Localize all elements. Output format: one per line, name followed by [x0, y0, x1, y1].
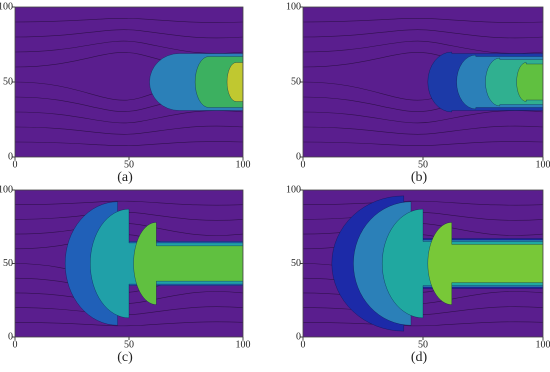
contour-line — [303, 200, 543, 206]
contour-line — [15, 18, 243, 23]
x-tick-label: 0 — [301, 339, 306, 350]
x-tick-label: 50 — [418, 339, 428, 350]
contour-line — [15, 306, 243, 316]
y-tick-label: 0 — [8, 151, 13, 162]
x-tick-label: 100 — [536, 159, 550, 170]
contour-line — [303, 18, 543, 23]
x-tick-label: 0 — [13, 159, 18, 170]
x-tick-label: 50 — [124, 159, 134, 170]
contour-plot — [303, 190, 543, 337]
y-tick-label: 0 — [296, 151, 301, 162]
plume-layer — [133, 222, 243, 305]
x-tick-label: 100 — [236, 159, 251, 170]
contour-line — [15, 200, 243, 206]
contour-line — [15, 141, 243, 146]
contour-line — [15, 291, 243, 304]
plume-layer — [427, 222, 543, 305]
contour-line — [15, 321, 243, 327]
contour-line — [15, 110, 243, 124]
x-tick-label: 100 — [536, 339, 550, 350]
contour-line — [303, 141, 543, 146]
panel-label: (d) — [411, 350, 428, 365]
y-tick-label: 50 — [3, 76, 13, 87]
contour-line — [15, 211, 243, 221]
y-tick-label: 0 — [8, 331, 13, 342]
y-tick-label: 100 — [0, 1, 13, 12]
x-tick-label: 100 — [236, 339, 251, 350]
plume-layer — [516, 62, 543, 102]
panel-label: (a) — [117, 170, 133, 185]
x-tick-label: 50 — [418, 159, 428, 170]
contour-plot — [15, 7, 243, 157]
y-tick-label: 100 — [286, 184, 301, 195]
contour-line — [15, 29, 243, 39]
y-tick-label: 0 — [296, 331, 301, 342]
contour-line — [303, 29, 543, 39]
contour-line — [15, 40, 243, 54]
contour-line — [303, 321, 543, 327]
plume-layer — [226, 62, 243, 102]
contour-line — [15, 223, 243, 236]
y-tick-label: 100 — [286, 1, 301, 12]
y-tick-label: 50 — [291, 258, 301, 269]
contour-line — [303, 110, 543, 124]
contour-line — [303, 40, 543, 54]
contour-plot — [303, 7, 543, 157]
y-tick-label: 50 — [3, 258, 13, 269]
x-tick-label: 0 — [13, 339, 18, 350]
contour-line — [303, 125, 543, 135]
x-tick-label: 0 — [301, 159, 306, 170]
y-tick-label: 100 — [0, 184, 13, 195]
panel-label: (b) — [411, 170, 428, 185]
panel-label: (c) — [117, 350, 133, 365]
contour-line — [15, 125, 243, 135]
x-tick-label: 50 — [124, 339, 134, 350]
contour-plot — [15, 190, 243, 337]
y-tick-label: 50 — [291, 76, 301, 87]
